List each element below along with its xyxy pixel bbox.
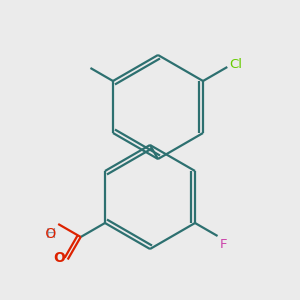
Text: O: O <box>41 227 56 241</box>
Text: H: H <box>46 227 56 241</box>
Text: O: O <box>53 250 65 265</box>
Text: F: F <box>220 238 227 251</box>
Text: Cl: Cl <box>229 58 242 71</box>
